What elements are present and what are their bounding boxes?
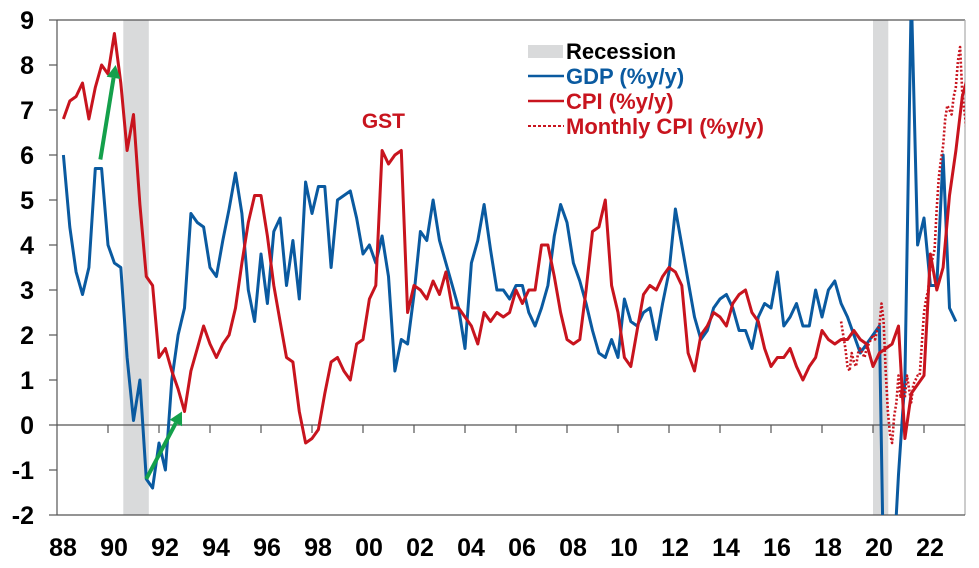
- x-tick-label: 98: [304, 534, 332, 562]
- x-tick-label: 06: [508, 534, 536, 562]
- y-tick-label: 1: [20, 367, 34, 395]
- x-tick-label: 92: [151, 534, 179, 562]
- legend-label: CPI (%y/y): [566, 89, 674, 114]
- arrow-head: [169, 411, 183, 427]
- series-group: [61, 20, 965, 515]
- x-tick-label: 22: [916, 534, 944, 562]
- y-tick-label: -2: [12, 502, 34, 530]
- arrow-shaft: [98, 77, 116, 160]
- legend-item: CPI (%y/y): [528, 89, 674, 114]
- x-tick-label: 94: [202, 534, 230, 562]
- gdp-line: [61, 20, 958, 515]
- arrow-head: [106, 65, 121, 79]
- y-tick-label: 0: [20, 412, 34, 440]
- x-tick-label: 96: [253, 534, 281, 562]
- arrow-shaft: [144, 422, 178, 480]
- x-tick-label: 12: [661, 534, 689, 562]
- x-tick-label: 20: [865, 534, 893, 562]
- annotation-gst: GST: [362, 110, 405, 133]
- x-tick-label: 04: [457, 534, 485, 562]
- y-tick-label: 6: [20, 142, 34, 170]
- recession-bands: [123, 20, 889, 515]
- x-tick-label: 14: [712, 534, 740, 562]
- y-tick-label: 3: [20, 277, 34, 305]
- y-tick-label: 2: [20, 322, 34, 350]
- x-tick-label: 02: [406, 534, 434, 562]
- y-tick-label: 5: [20, 187, 34, 215]
- y-tick-label: 9: [20, 7, 34, 35]
- legend-label: GDP (%y/y): [566, 64, 684, 89]
- legend-label: Monthly CPI (%y/y): [566, 114, 764, 139]
- series-lines: [61, 20, 965, 515]
- legend-item: GDP (%y/y): [528, 64, 684, 89]
- x-tick-label: 10: [610, 534, 638, 562]
- x-tick-label: 08: [559, 534, 587, 562]
- legend-swatch-recession: [528, 45, 563, 58]
- x-tick-label: 00: [355, 534, 383, 562]
- y-tick-label: 7: [20, 97, 34, 125]
- arrows: [98, 65, 183, 480]
- x-tick-label: 18: [814, 534, 842, 562]
- y-tick-label: 4: [20, 232, 34, 260]
- x-tick-label: 88: [49, 534, 77, 562]
- x-tick-label: 90: [100, 534, 128, 562]
- legend-item: Recession: [528, 39, 676, 64]
- annotations: GST: [362, 110, 405, 133]
- legend-label: Recession: [566, 39, 676, 64]
- x-tick-label: 16: [763, 534, 791, 562]
- y-tick-label: 8: [20, 52, 34, 80]
- y-tick-label: -1: [12, 457, 34, 485]
- cpi-line: [61, 32, 965, 445]
- recession-band: [873, 20, 889, 515]
- legend-item: Monthly CPI (%y/y): [528, 114, 764, 139]
